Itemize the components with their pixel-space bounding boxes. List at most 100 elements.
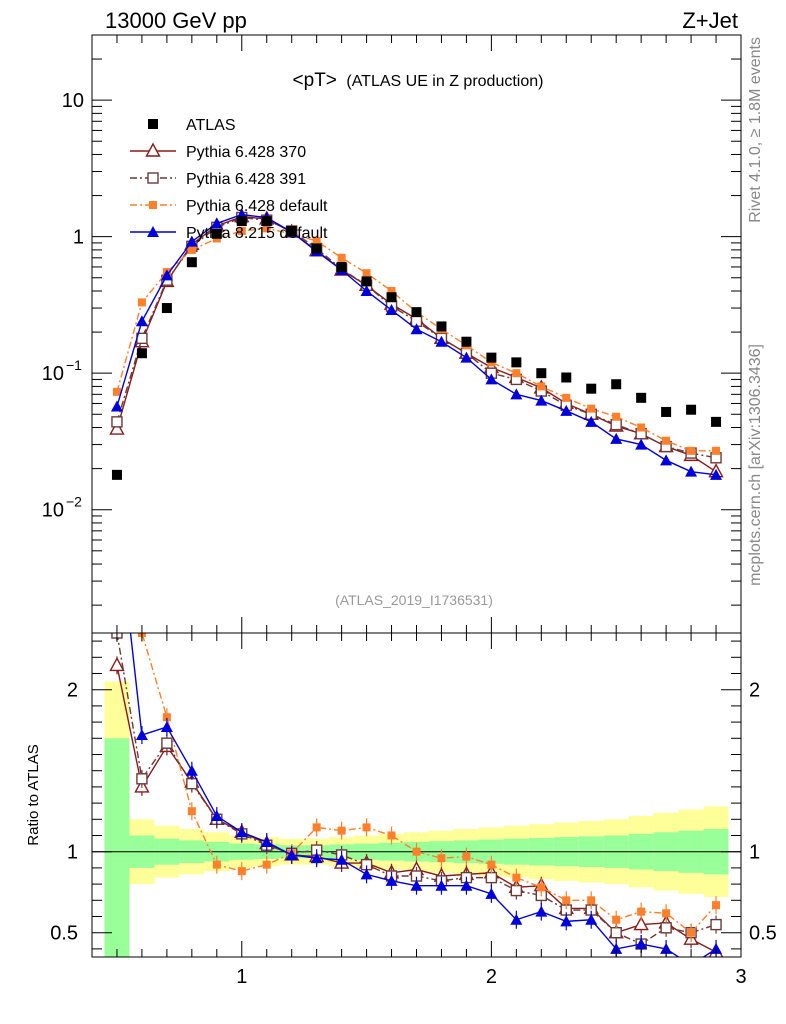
- legend-label-pythia-6-428-391: Pythia 6.428 391: [186, 171, 306, 188]
- main-point-atlas: [186, 257, 197, 268]
- ratio-point-pythia-6-428-391: [610, 927, 622, 939]
- ratio-point-pythia-8-215-default: [460, 879, 473, 891]
- y-tick-label-exponent: −1: [66, 357, 82, 373]
- main-point-atlas: [561, 372, 572, 383]
- main-point-pythia-8-215-default: [660, 454, 673, 466]
- legend-label-atlas: ATLAS: [186, 117, 236, 134]
- x-tick-label: 1: [236, 966, 247, 988]
- legend-marker-pythia-6-428-370: [145, 142, 161, 157]
- ratio-point-pythia-8-215-default: [260, 835, 273, 847]
- main-point-pythia-8-215-default: [510, 388, 523, 400]
- main-point-pythia-8-215-default: [185, 235, 198, 247]
- plot-title-main: <pT>: [293, 70, 337, 91]
- ratio-point-pythia-6-428-default: [437, 854, 446, 863]
- ratio-point-pythia-8-215-default: [185, 764, 198, 776]
- main-point-atlas: [661, 406, 672, 417]
- main-point-atlas: [636, 392, 647, 403]
- main-point-atlas: [511, 357, 522, 368]
- main-point-pythia-6-428-391: [610, 418, 622, 431]
- ratio-point-pythia-8-215-default: [435, 879, 448, 891]
- ratio-point-pythia-6-428-default: [712, 901, 721, 910]
- ratio-y-tick-label-right: 0.5: [749, 923, 777, 945]
- main-point-atlas: [536, 368, 547, 379]
- ratio-point-pythia-8-215-default: [560, 915, 573, 927]
- x-tick-label: 3: [735, 966, 746, 988]
- header-left: 13000 GeV pp: [105, 8, 247, 33]
- ratio-point-pythia-6-428-391: [161, 737, 173, 749]
- plot-title: <pT> (ATLAS UE in Z production): [293, 70, 544, 91]
- main-point-atlas: [261, 216, 272, 227]
- main-point-pythia-8-215-default: [460, 351, 473, 363]
- main-point-pythia-8-215-default: [360, 284, 373, 296]
- main-point-pythia-8-215-default: [585, 415, 598, 427]
- ratio-point-pythia-8-215-default: [335, 853, 348, 865]
- main-point-pythia-6-428-370: [109, 420, 125, 435]
- main-line-pythia-6-428-default: [116, 227, 717, 452]
- ratio-point-pythia-6-428-default: [362, 823, 371, 832]
- ratio-point-pythia-8-215-default: [710, 942, 723, 954]
- legend-marker-pythia-8-215-default: [147, 226, 159, 237]
- main-point-pythia-6-428-default: [312, 236, 321, 245]
- ratio-point-pythia-6-428-default: [162, 713, 171, 722]
- ratio-line-pythia-6-428-370: [116, 665, 717, 953]
- ratio-point-pythia-8-215-default: [610, 942, 623, 954]
- main-point-pythia-8-215-default: [710, 468, 723, 480]
- analysis-label: (ATLAS_2019_I1736531): [335, 592, 493, 608]
- ratio-point-pythia-8-215-default: [160, 720, 173, 732]
- ratio-point-pythia-6-428-default: [237, 867, 246, 876]
- main-point-pythia-6-428-default: [537, 382, 546, 391]
- ratio-point-pythia-8-215-default: [410, 879, 423, 891]
- ratio-point-pythia-6-428-391: [710, 918, 722, 931]
- main-point-atlas: [486, 352, 497, 363]
- main-point-pythia-8-215-default: [110, 400, 123, 412]
- ratio-point-pythia-6-428-370: [633, 916, 649, 931]
- side-label-bottom: mcplots.cern.ch [arXiv:1306.3436]: [747, 344, 764, 586]
- ratio-line-pythia-8-215-default: [129, 633, 717, 957]
- legend-marker-atlas: [148, 119, 158, 129]
- ratio-point-pythia-6-428-default: [637, 907, 646, 916]
- ratio-point-pythia-6-428-391: [485, 871, 498, 884]
- ratio-point-pythia-6-428-default: [337, 826, 346, 835]
- main-point-pythia-8-215-default: [210, 217, 223, 229]
- ratio-point-pythia-6-428-default: [187, 807, 196, 816]
- main-point-pythia-6-428-default: [587, 404, 596, 413]
- ratio-line-pythia-6-428-391: [116, 633, 717, 945]
- main-point-pythia-8-215-default: [535, 394, 548, 406]
- side-label-top: Rivet 4.1.0, ≥ 1.8M events: [747, 37, 764, 223]
- main-point-pythia-6-428-default: [662, 436, 671, 445]
- y-tick-label: 10: [42, 500, 64, 522]
- legend-marker-pythia-6-428-391: [147, 172, 159, 184]
- main-point-pythia-6-428-default: [262, 224, 271, 233]
- ratio-point-pythia-6-428-default: [212, 860, 221, 869]
- ratio-point-pythia-6-428-default: [612, 915, 621, 924]
- ratio-point-pythia-6-428-default: [587, 896, 596, 905]
- main-point-pythia-6-428-default: [562, 393, 571, 402]
- y-tick-label-exponent: −2: [66, 494, 82, 510]
- ratio-point-pythia-8-215-default: [385, 874, 398, 886]
- plot-title-sub: (ATLAS UE in Z production): [346, 73, 543, 90]
- ratio-point-pythia-8-215-default: [210, 810, 223, 822]
- main-point-atlas: [711, 416, 722, 427]
- main-point-pythia-6-428-default: [137, 298, 146, 307]
- ratio-point-pythia-8-215-default: [485, 887, 498, 899]
- legend-label-pythia-8-215-default: Pythia 8.215 default: [186, 225, 328, 242]
- ratio-point-pythia-6-428-default: [687, 928, 696, 937]
- ratio-point-pythia-6-428-default: [487, 860, 496, 869]
- ratio-point-pythia-6-428-default: [462, 852, 471, 861]
- y-tick-label: 10: [62, 90, 84, 112]
- main-line-pythia-8-215-default: [116, 213, 717, 476]
- ratio-y-tick-label: 2: [67, 680, 78, 702]
- main-point-pythia-8-215-default: [485, 373, 498, 385]
- main-point-atlas: [211, 228, 222, 239]
- ratio-y-tick-label-right: 2: [749, 680, 760, 702]
- main-point-pythia-6-428-default: [512, 369, 521, 378]
- ratio-point-pythia-6-428-default: [387, 831, 396, 840]
- main-point-atlas: [611, 379, 622, 390]
- legend: ATLAS Pythia 6.428 370 Pythia 6.428 391 Pyt…: [130, 117, 328, 242]
- main-point-atlas: [336, 261, 347, 272]
- main-point-pythia-8-215-default: [435, 335, 448, 347]
- main-point-atlas: [311, 243, 322, 254]
- main-point-pythia-6-428-default: [637, 423, 646, 432]
